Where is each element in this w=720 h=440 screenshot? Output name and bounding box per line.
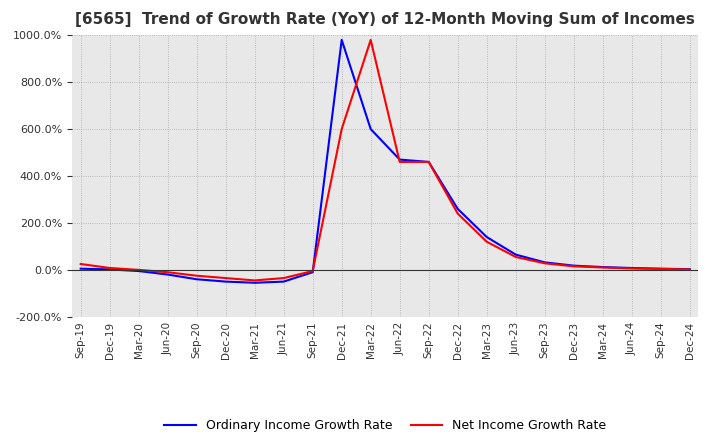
Ordinary Income Growth Rate	[135, 268, 143, 274]
Title: [6565]  Trend of Growth Rate (YoY) of 12-Month Moving Sum of Incomes: [6565] Trend of Growth Rate (YoY) of 12-…	[76, 12, 695, 27]
Ordinary Income Growth Rate	[570, 263, 578, 268]
Net Income Growth Rate	[192, 273, 201, 279]
Net Income Growth Rate	[76, 261, 85, 267]
Net Income Growth Rate	[135, 267, 143, 272]
Net Income Growth Rate	[511, 254, 520, 260]
Net Income Growth Rate	[454, 211, 462, 216]
Ordinary Income Growth Rate	[627, 265, 636, 271]
Line: Ordinary Income Growth Rate: Ordinary Income Growth Rate	[81, 40, 690, 283]
Ordinary Income Growth Rate	[424, 159, 433, 165]
Ordinary Income Growth Rate	[192, 277, 201, 282]
Net Income Growth Rate	[163, 270, 172, 275]
Ordinary Income Growth Rate	[482, 235, 491, 240]
Net Income Growth Rate	[541, 260, 549, 266]
Net Income Growth Rate	[685, 267, 694, 272]
Ordinary Income Growth Rate	[308, 270, 317, 275]
Ordinary Income Growth Rate	[511, 252, 520, 257]
Net Income Growth Rate	[598, 265, 607, 270]
Ordinary Income Growth Rate	[454, 206, 462, 212]
Net Income Growth Rate	[221, 275, 230, 281]
Ordinary Income Growth Rate	[395, 157, 404, 162]
Net Income Growth Rate	[424, 159, 433, 165]
Ordinary Income Growth Rate	[685, 267, 694, 272]
Net Income Growth Rate	[251, 278, 259, 283]
Net Income Growth Rate	[338, 126, 346, 132]
Net Income Growth Rate	[627, 266, 636, 271]
Ordinary Income Growth Rate	[657, 266, 665, 271]
Net Income Growth Rate	[570, 264, 578, 269]
Net Income Growth Rate	[105, 265, 114, 271]
Net Income Growth Rate	[482, 239, 491, 244]
Ordinary Income Growth Rate	[221, 279, 230, 284]
Ordinary Income Growth Rate	[163, 272, 172, 277]
Ordinary Income Growth Rate	[338, 37, 346, 43]
Ordinary Income Growth Rate	[76, 266, 85, 271]
Net Income Growth Rate	[308, 268, 317, 274]
Ordinary Income Growth Rate	[279, 279, 288, 284]
Ordinary Income Growth Rate	[598, 264, 607, 270]
Ordinary Income Growth Rate	[251, 280, 259, 286]
Net Income Growth Rate	[657, 266, 665, 271]
Ordinary Income Growth Rate	[541, 260, 549, 265]
Ordinary Income Growth Rate	[366, 126, 375, 132]
Legend: Ordinary Income Growth Rate, Net Income Growth Rate: Ordinary Income Growth Rate, Net Income …	[159, 414, 611, 437]
Net Income Growth Rate	[366, 37, 375, 43]
Net Income Growth Rate	[395, 159, 404, 165]
Ordinary Income Growth Rate	[105, 267, 114, 272]
Line: Net Income Growth Rate: Net Income Growth Rate	[81, 40, 690, 280]
Net Income Growth Rate	[279, 275, 288, 281]
